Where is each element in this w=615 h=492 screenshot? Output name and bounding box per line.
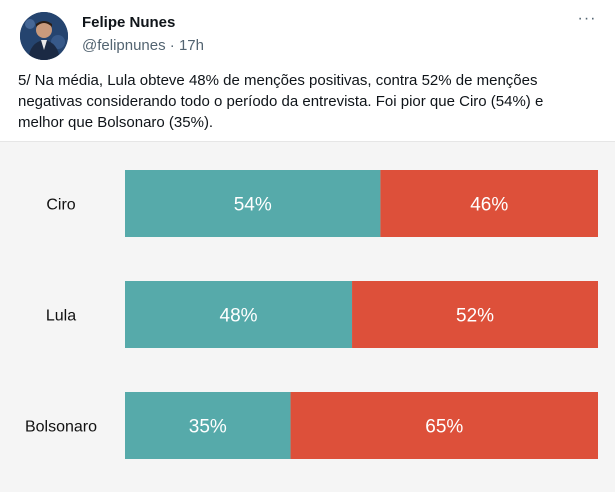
bar-positive [125, 170, 381, 237]
bar-positive [125, 392, 291, 459]
tweet-text: 5/ Na média, Lula obteve 48% de menções … [18, 72, 544, 131]
meta-separator: · [169, 37, 175, 54]
more-options-icon[interactable]: ··· [577, 10, 597, 27]
category-label: Ciro [46, 197, 75, 214]
author-handle[interactable]: @felipnunes [82, 37, 166, 54]
bar-positive-label: 35% [189, 417, 227, 438]
bar-negative-label: 46% [470, 195, 508, 216]
bar-negative-label: 52% [456, 306, 494, 327]
bar-negative [380, 170, 598, 237]
category-label: Bolsonaro [25, 419, 97, 436]
category-label: Lula [46, 308, 76, 325]
bar-negative [352, 281, 598, 348]
chart-image[interactable]: Ciro 54% 46% Lula 48% 52% Bolsonaro 35% 65% [0, 141, 615, 492]
bar-negative [290, 392, 598, 459]
stacked-bar-chart: Ciro 54% 46% Lula 48% 52% Bolsonaro 35% 65% [25, 170, 598, 459]
avatar-image [20, 12, 68, 60]
bar-positive [125, 281, 353, 348]
bar-positive-label: 48% [220, 306, 258, 327]
bar-negative-label: 65% [425, 417, 463, 438]
avatar[interactable] [20, 12, 68, 60]
bar-positive-label: 54% [234, 195, 272, 216]
author-meta: @felipnunes · 17h [82, 37, 204, 54]
author-name[interactable]: Felipe Nunes [82, 14, 176, 31]
tweet-time[interactable]: 17h [178, 37, 204, 54]
